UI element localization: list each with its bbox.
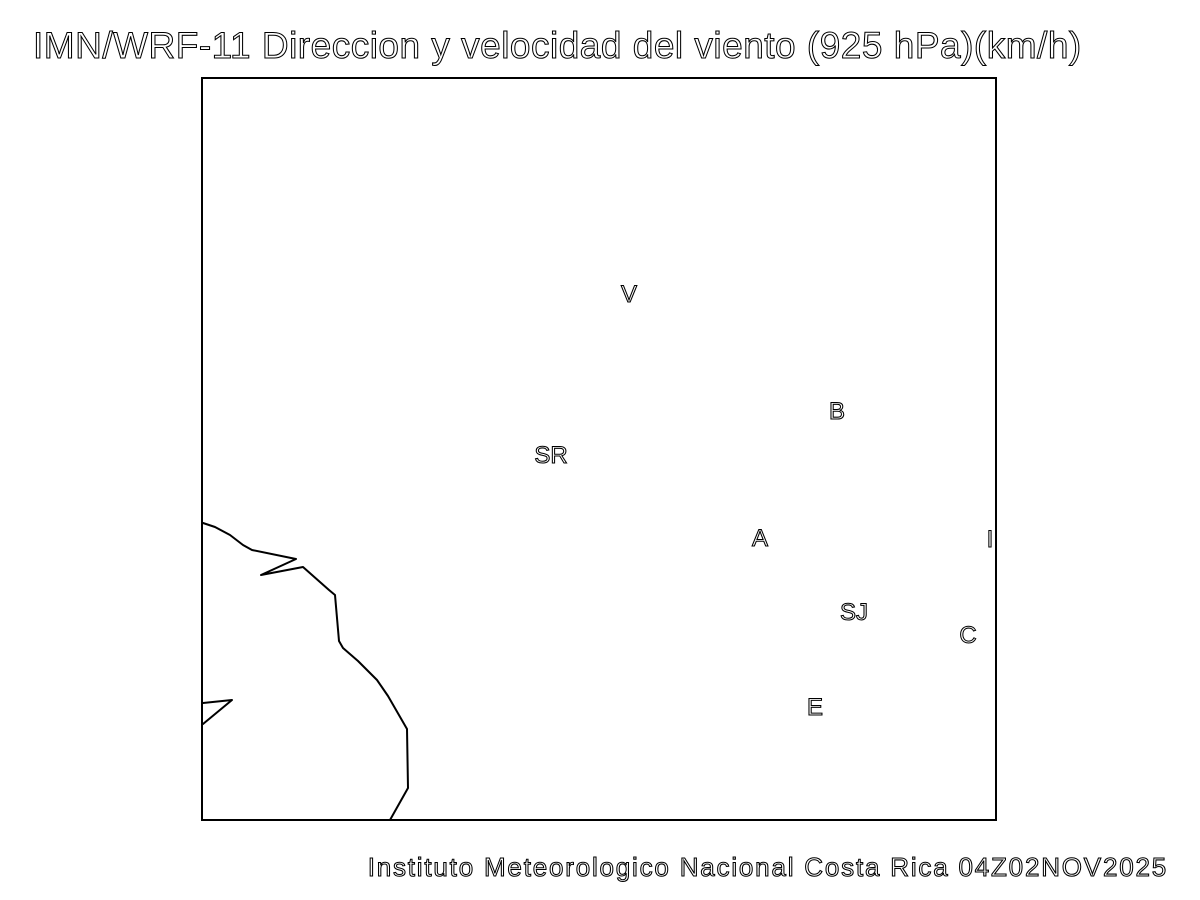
map-frame: [201, 77, 997, 821]
station-label-sj: SJ: [839, 599, 869, 626]
footer-caption: Instituto Meteorologico Nacional Costa R…: [367, 852, 1168, 882]
station-label-sr: SR: [534, 442, 568, 469]
station-label-i: I: [986, 526, 994, 553]
station-label-c: C: [959, 622, 977, 649]
station-label-a: A: [751, 525, 769, 552]
coastline-inlet: [202, 699, 233, 725]
station-label-v: V: [620, 281, 638, 308]
chart-title: IMN/WRF-11 Direccion y velocidad del vie…: [32, 25, 1082, 66]
station-label-e: E: [806, 694, 824, 721]
coastline-main: [202, 522, 409, 821]
station-label-b: B: [828, 398, 846, 425]
